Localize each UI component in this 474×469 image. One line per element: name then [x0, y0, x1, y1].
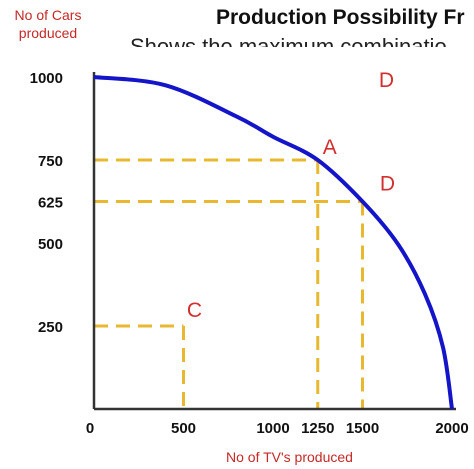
point-label: D [380, 173, 395, 196]
y-tick-label: 750 [38, 153, 63, 170]
x-tick-label: 1250 [301, 420, 334, 437]
chart-subtitle: Shows the maximum combinatio [130, 34, 447, 47]
chart-title: Production Possibility Fr [216, 6, 465, 29]
x-tick-label: 500 [171, 420, 196, 437]
point-label: D [379, 69, 394, 92]
point-label: C [187, 299, 202, 322]
x-tick-label: 1500 [346, 420, 379, 437]
y-tick-label: 625 [38, 195, 63, 212]
y-tick-label: 1000 [30, 70, 63, 87]
x-tick-label: 1000 [256, 420, 289, 437]
x-tick-label: 0 [86, 420, 94, 437]
y-tick-label: 250 [38, 319, 63, 336]
y-axis-label: No of Cars produced [14, 7, 82, 41]
point-label: A [323, 136, 337, 159]
y-tick-label: 500 [38, 236, 63, 253]
ppf-curve [93, 75, 454, 410]
x-axis-label: No of TV's produced [226, 449, 353, 465]
x-tick-label: 2000 [435, 420, 468, 437]
